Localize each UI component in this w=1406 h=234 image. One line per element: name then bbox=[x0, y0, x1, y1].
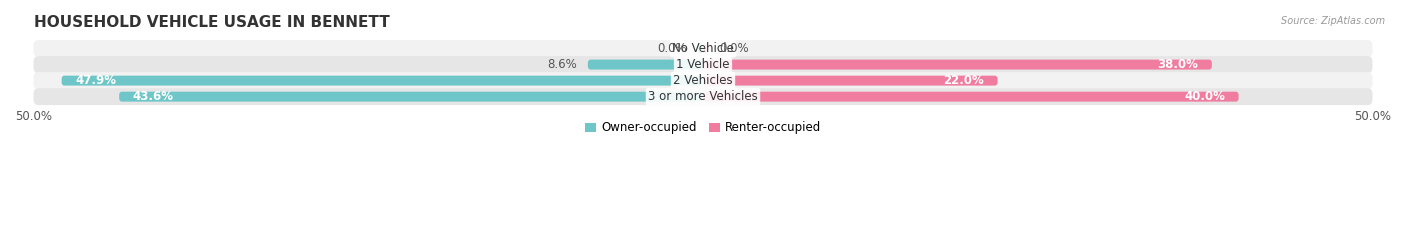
Text: 22.0%: 22.0% bbox=[943, 74, 984, 87]
Text: 43.6%: 43.6% bbox=[132, 90, 173, 103]
FancyBboxPatch shape bbox=[703, 60, 1212, 69]
Text: 40.0%: 40.0% bbox=[1184, 90, 1225, 103]
FancyBboxPatch shape bbox=[703, 92, 1239, 102]
Text: HOUSEHOLD VEHICLE USAGE IN BENNETT: HOUSEHOLD VEHICLE USAGE IN BENNETT bbox=[34, 15, 389, 30]
Text: 47.9%: 47.9% bbox=[75, 74, 117, 87]
FancyBboxPatch shape bbox=[120, 92, 703, 102]
FancyBboxPatch shape bbox=[703, 76, 998, 86]
FancyBboxPatch shape bbox=[34, 56, 1372, 73]
FancyBboxPatch shape bbox=[34, 40, 1372, 57]
FancyBboxPatch shape bbox=[62, 76, 703, 86]
FancyBboxPatch shape bbox=[703, 44, 709, 54]
Text: 0.0%: 0.0% bbox=[718, 42, 748, 55]
Text: 8.6%: 8.6% bbox=[547, 58, 576, 71]
Legend: Owner-occupied, Renter-occupied: Owner-occupied, Renter-occupied bbox=[579, 117, 827, 139]
Text: 0.0%: 0.0% bbox=[658, 42, 688, 55]
Text: No Vehicle: No Vehicle bbox=[672, 42, 734, 55]
Text: 2 Vehicles: 2 Vehicles bbox=[673, 74, 733, 87]
FancyBboxPatch shape bbox=[34, 72, 1372, 89]
Text: 38.0%: 38.0% bbox=[1157, 58, 1198, 71]
Text: Source: ZipAtlas.com: Source: ZipAtlas.com bbox=[1281, 16, 1385, 26]
FancyBboxPatch shape bbox=[34, 88, 1372, 105]
FancyBboxPatch shape bbox=[588, 60, 703, 69]
Text: 1 Vehicle: 1 Vehicle bbox=[676, 58, 730, 71]
Text: 3 or more Vehicles: 3 or more Vehicles bbox=[648, 90, 758, 103]
FancyBboxPatch shape bbox=[697, 44, 703, 54]
